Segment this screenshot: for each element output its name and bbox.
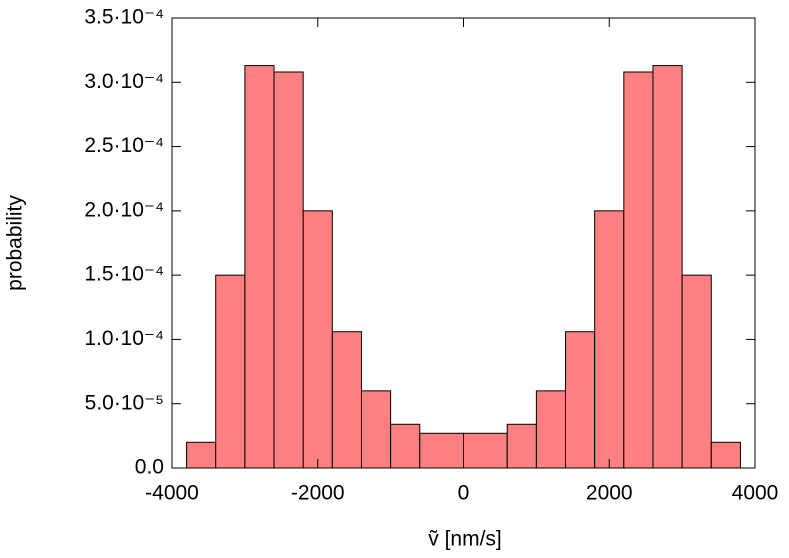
y-tick-label: 0.0 [135,456,164,479]
bar [506,423,537,469]
x-tick-label: -4000 [145,482,199,505]
y-tick-label: 2.0·10⁻⁴ [84,198,164,221]
y-tick-label: 1.0·10⁻⁴ [84,327,164,350]
y-tick-label: 3.5·10⁻⁴ [84,6,164,29]
y-tick-label: 1.5·10⁻⁴ [84,263,164,286]
x-tick-label: 0 [458,482,470,505]
y-axis-label: probability [4,195,27,291]
bar [244,65,275,469]
x-axis-label: ṽ [nm/s] [428,528,502,551]
y-tick-label: 2.5·10⁻⁴ [84,134,164,157]
plot-frame [171,17,756,469]
bar [360,390,392,469]
bar [623,71,654,469]
bar [535,390,567,469]
x-tick-label: 4000 [732,482,779,505]
bar [594,210,625,469]
bar [681,274,712,469]
y-tick-label: 5.0·10⁻⁵ [85,391,164,414]
bar [331,331,362,469]
bar [419,432,464,469]
bar [302,210,333,469]
bar [463,432,508,469]
bar [565,331,596,469]
bar [186,441,217,469]
bar [273,71,304,469]
bar [710,441,741,469]
bar [652,65,683,469]
x-tick-label: -2000 [291,482,345,505]
bar [390,423,421,469]
x-tick-label: 2000 [586,482,633,505]
bar [215,274,246,469]
y-tick-label: 3.0·10⁻⁴ [84,70,164,93]
